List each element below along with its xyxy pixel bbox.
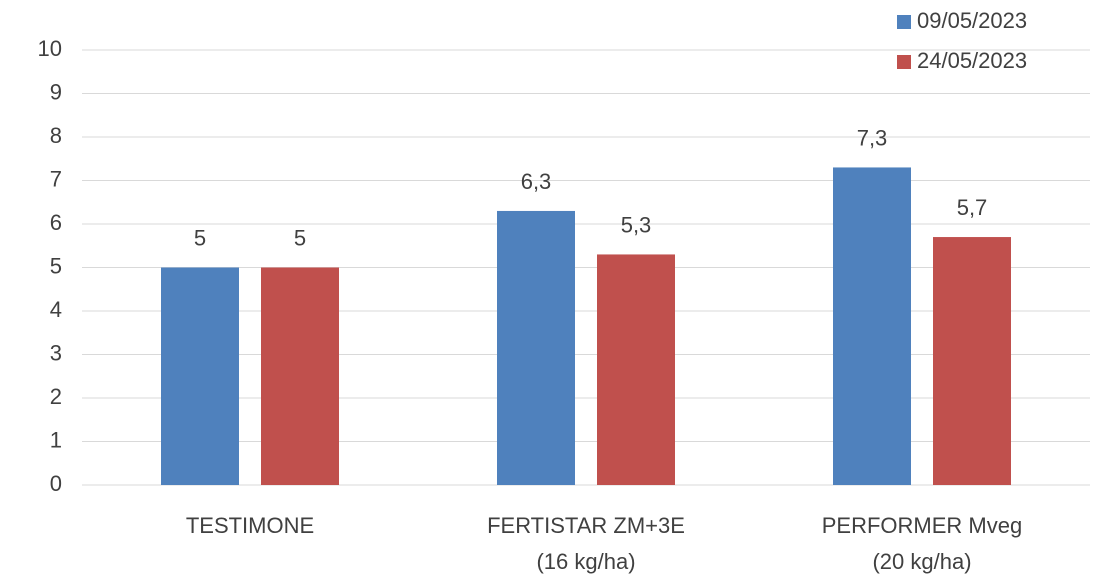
bar	[933, 237, 1011, 485]
y-tick-label: 9	[50, 79, 62, 104]
bar	[833, 167, 911, 485]
value-label: 5	[194, 225, 206, 250]
y-tick-label: 6	[50, 210, 62, 235]
value-label: 5,7	[957, 195, 988, 220]
y-tick-label: 1	[50, 427, 62, 452]
x-tick-label: FERTISTAR ZM+3E	[487, 513, 685, 538]
bar	[497, 210, 575, 485]
value-label: 5,3	[621, 212, 652, 237]
y-tick-label: 7	[50, 166, 62, 191]
x-tick-label: TESTIMONE	[186, 513, 314, 538]
bar	[597, 254, 675, 485]
legend-label: 09/05/2023	[917, 8, 1027, 33]
y-tick-label: 10	[38, 36, 62, 61]
legend-label: 24/05/2023	[917, 48, 1027, 73]
y-tick-label: 4	[50, 297, 62, 322]
legend-swatch	[897, 15, 911, 29]
value-label: 6,3	[521, 169, 552, 194]
y-tick-label: 8	[50, 123, 62, 148]
x-tick-label: (16 kg/ha)	[536, 549, 635, 574]
bar	[161, 267, 239, 485]
y-tick-label: 0	[50, 471, 62, 496]
y-tick-label: 5	[50, 253, 62, 278]
legend-swatch	[897, 55, 911, 69]
y-tick-label: 3	[50, 340, 62, 365]
value-label: 5	[294, 225, 306, 250]
value-label: 7,3	[857, 125, 888, 150]
y-tick-label: 2	[50, 384, 62, 409]
bar	[261, 267, 339, 485]
x-tick-label: (20 kg/ha)	[872, 549, 971, 574]
x-tick-label: PERFORMER Mveg	[822, 513, 1022, 538]
